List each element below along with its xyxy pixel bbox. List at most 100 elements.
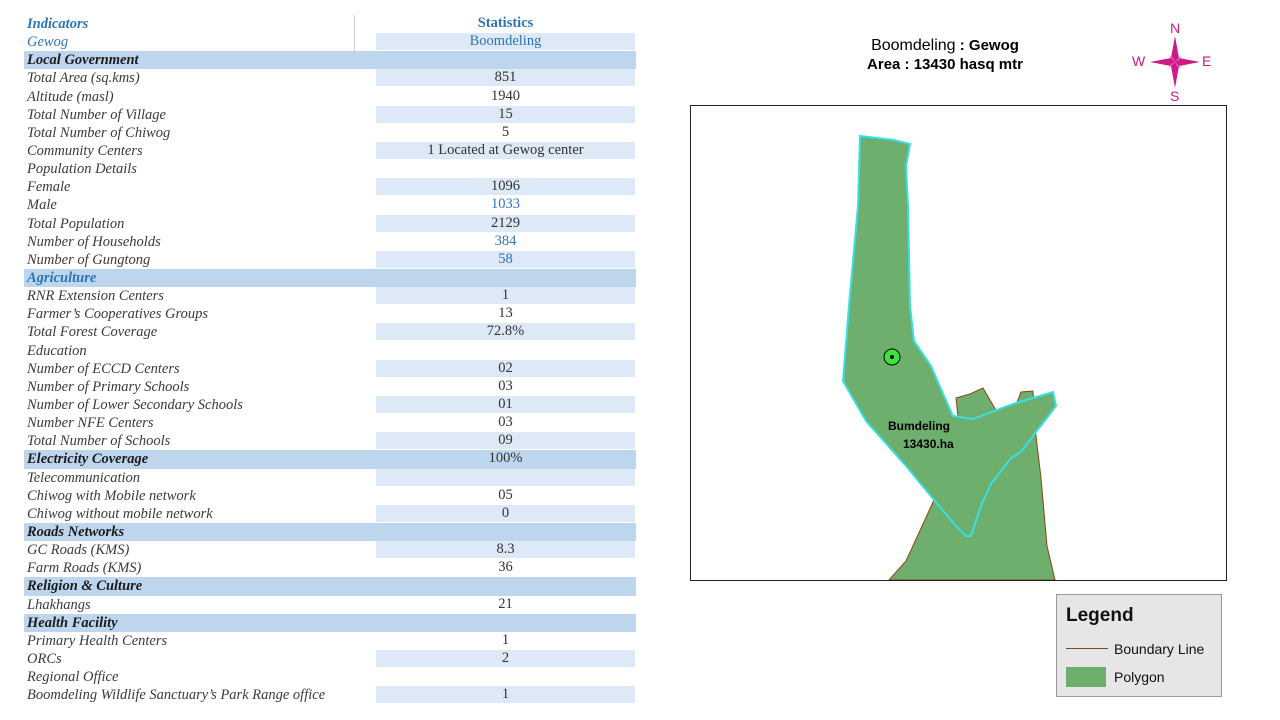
indicator-cell: Number of Lower Secondary Schools bbox=[27, 396, 243, 413]
indicator-cell: Farmer’s Cooperatives Groups bbox=[27, 306, 208, 323]
statistic-cell: 0 bbox=[376, 504, 635, 522]
table-row: Regional Office bbox=[24, 668, 636, 686]
indicator-cell: Total Forest Coverage bbox=[27, 324, 158, 341]
table-header-row: Indicators Statistics bbox=[24, 15, 636, 33]
indicator-cell: Community Centers bbox=[27, 142, 143, 159]
indicator-cell: Female bbox=[27, 179, 71, 196]
map-title-area: Area : 13430 hasq mtr bbox=[867, 56, 1023, 73]
statistic-cell: 05 bbox=[498, 486, 513, 503]
statistic-cell: 1 bbox=[376, 287, 635, 305]
statistic-cell bbox=[376, 577, 635, 594]
indicator-cell: Regional Office bbox=[27, 669, 119, 686]
table-row: Male 1033 bbox=[24, 196, 636, 214]
map-title-name: Boomdeling bbox=[871, 37, 956, 54]
indicator-cell: Lhakhangs bbox=[27, 596, 91, 613]
table-row: Roads Networks bbox=[24, 522, 636, 542]
indicator-cell: Local Government bbox=[27, 52, 139, 69]
table-row: Total Forest Coverage 72.8% bbox=[24, 323, 636, 341]
indicator-cell: Boomdeling Wildlife Sanctuary’s Park Ran… bbox=[27, 687, 326, 704]
compass-w-label: W bbox=[1132, 53, 1146, 69]
statistics-table: Indicators Statistics Gewog Boomdeling Loc… bbox=[24, 15, 636, 704]
indicator-cell: Altitude (masl) bbox=[27, 88, 114, 105]
table-row: Agriculture bbox=[24, 268, 636, 288]
map-title: Boomdeling : Gewog Area : 13430 hasq mtr bbox=[845, 36, 1045, 74]
statistic-cell: 851 bbox=[376, 69, 635, 87]
table-row: Farmer’s Cooperatives Groups 13 bbox=[24, 305, 636, 323]
table-row: Number of Gungtong 58 bbox=[24, 250, 636, 269]
indicator-cell: Health Facility bbox=[27, 614, 118, 631]
map-legend: Legend Boundary Line Polygon bbox=[1056, 594, 1222, 697]
statistic-cell: 2 bbox=[376, 649, 635, 667]
table-body: Gewog Boomdeling Local Government Total Are… bbox=[24, 33, 636, 704]
indicator-cell: Telecommunication bbox=[27, 469, 141, 486]
table-row: Local Government bbox=[24, 51, 636, 70]
indicator-cell: Agriculture bbox=[27, 269, 97, 286]
map-title-suffix: : Gewog bbox=[959, 37, 1019, 54]
indicator-cell: Electricity Coverage bbox=[27, 451, 149, 468]
statistic-cell: 58 bbox=[376, 250, 635, 268]
statistic-cell: 15 bbox=[376, 105, 635, 123]
statistic-cell bbox=[376, 468, 635, 486]
table-row: Primary Health Centers 1 bbox=[24, 632, 636, 650]
indicator-cell: Education bbox=[27, 342, 87, 359]
legend-boundary-label: Boundary Line bbox=[1114, 641, 1205, 657]
gewog-polygon bbox=[841, 134, 1058, 537]
indicator-cell: Number NFE Centers bbox=[27, 415, 154, 432]
indicator-cell: Gewog bbox=[27, 34, 69, 51]
statistic-cell: 03 bbox=[498, 414, 513, 431]
indicator-cell: Primary Health Centers bbox=[27, 632, 168, 649]
statistic-cell: 09 bbox=[376, 432, 635, 450]
table-row: Health Facility bbox=[24, 613, 636, 632]
indicator-cell: Total Number of Chiwog bbox=[27, 124, 171, 141]
compass-s-label: S bbox=[1170, 88, 1180, 104]
statistic-cell: 13 bbox=[498, 305, 513, 322]
table-row: Community Centers 1 Located at Gewog cent… bbox=[24, 141, 636, 160]
statistic-cell: 03 bbox=[498, 377, 513, 394]
statistic-cell bbox=[376, 160, 635, 177]
table-row: Chiwog without mobile network 0 bbox=[24, 504, 636, 523]
indicator-cell: ORCs bbox=[27, 650, 62, 667]
boundary-line-icon bbox=[1066, 648, 1108, 649]
polygon-swatch-icon bbox=[1066, 667, 1106, 687]
map-frame: Bumdeling 13430.ha bbox=[690, 105, 1227, 581]
table-row: ORCs 2 bbox=[24, 649, 636, 668]
statistic-cell bbox=[376, 668, 635, 685]
table-row: Total Number of Village 15 bbox=[24, 105, 636, 124]
statistic-cell: 1096 bbox=[376, 178, 635, 196]
table-row: Number of Households 384 bbox=[24, 233, 636, 251]
table-row: Altitude (masl) 1940 bbox=[24, 88, 636, 106]
indicator-cell: GC Roads (KMS) bbox=[27, 542, 130, 559]
table-row: Lhakhangs 21 bbox=[24, 596, 636, 614]
table-row: Total Population 2129 bbox=[24, 214, 636, 233]
indicator-cell: Farm Roads (KMS) bbox=[27, 560, 142, 577]
legend-title: Legend bbox=[1066, 605, 1134, 626]
indicator-cell: Number of Primary Schools bbox=[27, 378, 190, 395]
legend-polygon-label: Polygon bbox=[1114, 669, 1165, 685]
table-row: Female 1096 bbox=[24, 178, 636, 196]
statistic-cell: 1 bbox=[501, 631, 510, 648]
map-canvas bbox=[841, 134, 1058, 580]
indicator-cell: Chiwog with Mobile network bbox=[27, 487, 196, 504]
table-row: Religion & Culture bbox=[24, 577, 636, 596]
statistic-cell: 72.8% bbox=[376, 323, 635, 341]
statistic-cell: 1 bbox=[376, 686, 635, 704]
table-row: RNR Extension Centers 1 bbox=[24, 287, 636, 305]
region-area-label: 13430.ha bbox=[903, 437, 954, 451]
statistic-cell: 100% bbox=[488, 450, 523, 467]
statistic-cell: 1 Located at Gewog center bbox=[376, 141, 635, 159]
statistic-cell: 5 bbox=[501, 123, 510, 140]
table-row: Total Number of Chiwog 5 bbox=[24, 124, 636, 142]
table-row: Number of ECCD Centers 02 bbox=[24, 359, 636, 378]
compass-e-label: E bbox=[1202, 53, 1212, 69]
table-row: Population Details bbox=[24, 160, 636, 178]
indicator-cell: Population Details bbox=[27, 161, 137, 178]
indicator-cell: Total Area (sq.kms) bbox=[27, 70, 140, 87]
indicator-cell: Total Number of Schools bbox=[27, 433, 171, 450]
indicator-cell: Number of Households bbox=[27, 233, 161, 250]
statistic-cell: 1940 bbox=[491, 87, 520, 104]
statistic-cell: 01 bbox=[376, 395, 635, 413]
table-row: Electricity Coverage 100% bbox=[24, 450, 636, 469]
table-row: Number of Lower Secondary Schools 01 bbox=[24, 395, 636, 414]
table-row: Chiwog with Mobile network 05 bbox=[24, 487, 636, 505]
statistic-cell: Boomdeling bbox=[376, 33, 635, 51]
